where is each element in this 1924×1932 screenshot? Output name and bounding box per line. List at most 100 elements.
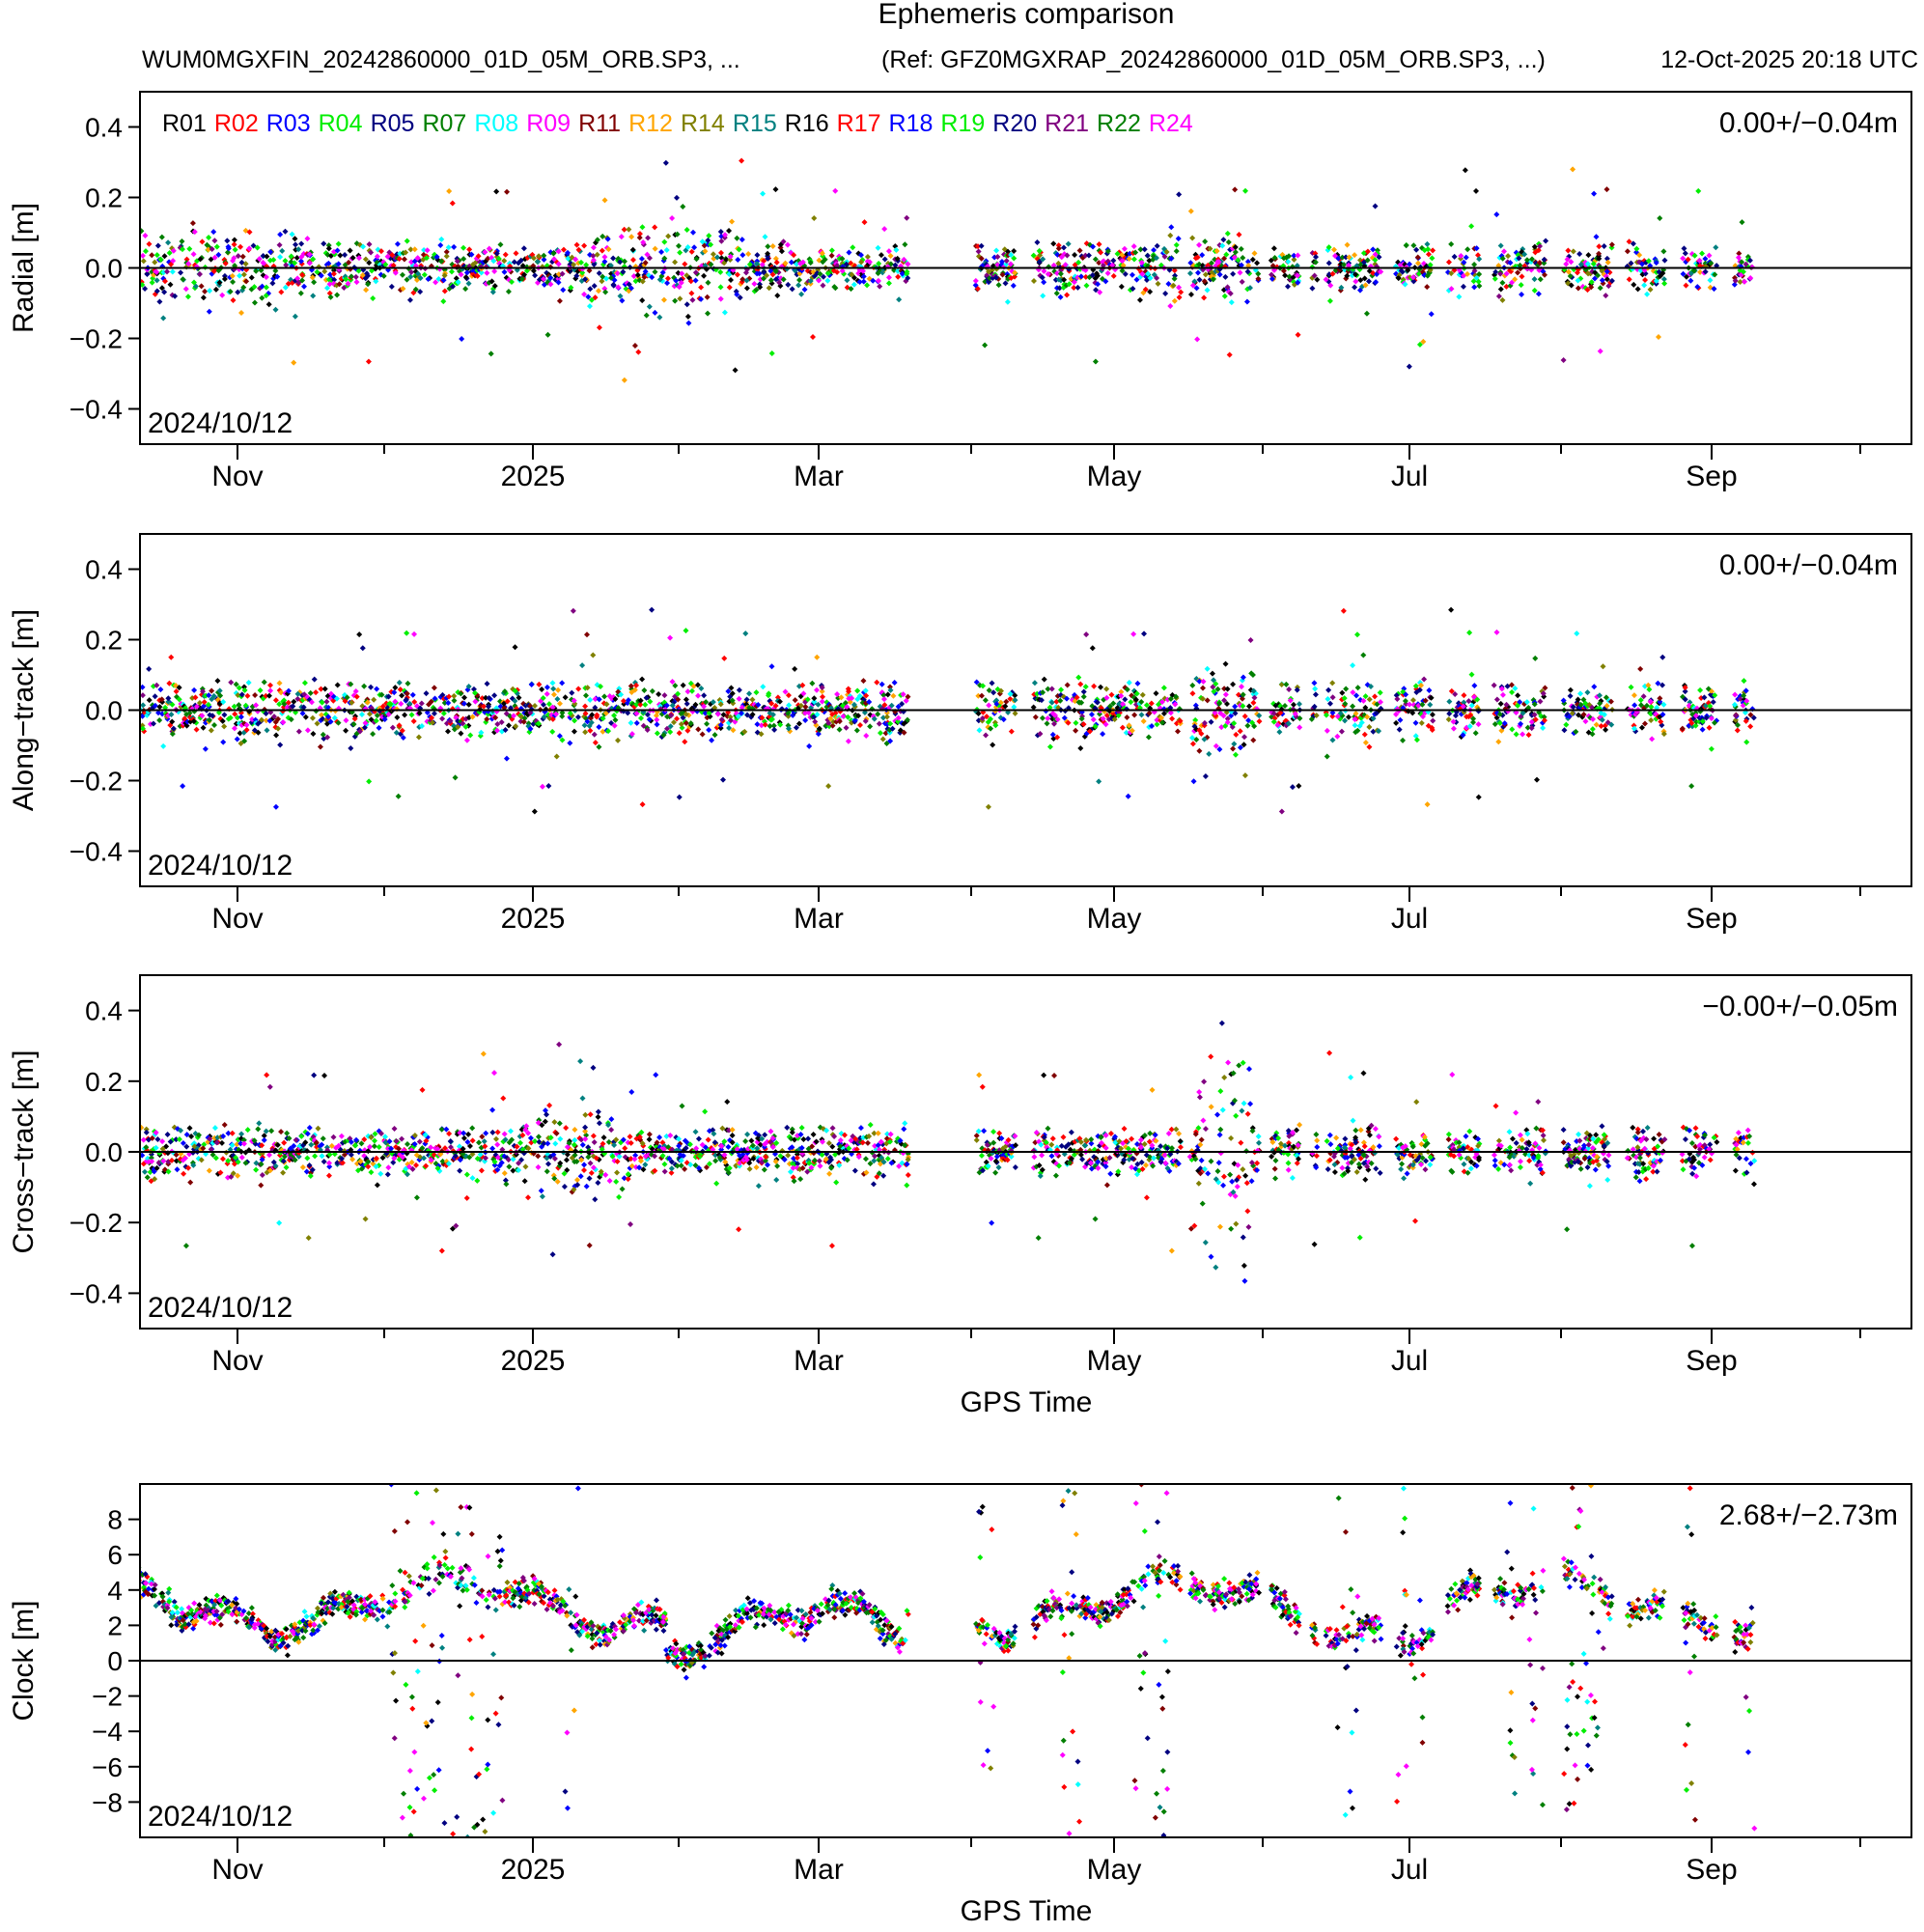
data-point (1360, 697, 1367, 704)
data-point (1237, 728, 1243, 735)
data-point (516, 1160, 522, 1166)
data-point (642, 260, 649, 266)
data-point (1153, 255, 1159, 262)
data-point (1251, 694, 1258, 701)
data-point (144, 271, 151, 278)
data-point (1249, 256, 1256, 263)
legend-entry: R24 (1149, 110, 1193, 137)
data-point (492, 1135, 499, 1142)
data-point (149, 279, 155, 286)
data-point (644, 251, 651, 258)
data-point (1323, 712, 1329, 718)
data-point (1073, 727, 1079, 734)
data-point (168, 712, 175, 718)
data-point (1040, 256, 1046, 263)
data-point (263, 710, 269, 716)
data-point (742, 630, 749, 637)
data-point (551, 1156, 558, 1162)
data-point (273, 732, 280, 739)
data-point (527, 725, 534, 732)
data-point (167, 281, 174, 288)
data-point (1241, 742, 1247, 748)
data-point (237, 714, 244, 720)
data-point (978, 255, 985, 262)
data-point (1712, 271, 1718, 278)
data-point (798, 291, 805, 297)
data-point (801, 286, 808, 293)
data-point (319, 1141, 325, 1148)
data-point (994, 262, 1001, 268)
data-point (596, 696, 602, 703)
data-point (1708, 714, 1715, 721)
data-point (643, 312, 650, 319)
data-point (1456, 294, 1463, 300)
data-point (1189, 282, 1196, 289)
data-point (1541, 260, 1548, 266)
data-point (982, 342, 989, 349)
data-point (1660, 701, 1667, 708)
data-point (408, 712, 415, 718)
data-point (1235, 257, 1241, 264)
data-point (196, 271, 203, 278)
data-point (488, 254, 495, 261)
data-point (1250, 737, 1257, 743)
data-point (1362, 704, 1369, 711)
data-point (1171, 275, 1178, 282)
data-point (883, 741, 890, 747)
data-point (1008, 252, 1015, 259)
data-point (1465, 698, 1472, 705)
data-point (1532, 716, 1539, 723)
data-point (1088, 711, 1095, 717)
data-point (541, 1140, 547, 1147)
data-point (434, 1146, 441, 1153)
data-point (371, 1143, 377, 1150)
data-point (229, 1142, 236, 1149)
data-point (276, 701, 283, 708)
data-point (157, 686, 164, 693)
data-point (759, 714, 766, 721)
data-point (255, 1126, 262, 1133)
data-point (857, 252, 864, 259)
data-point (473, 259, 480, 266)
data-point (416, 1138, 423, 1145)
date-label: 2024/10/12 (148, 407, 293, 439)
data-point (291, 359, 297, 366)
data-point (846, 249, 852, 256)
data-point (605, 246, 612, 253)
data-point (263, 1128, 269, 1134)
data-point (468, 251, 475, 258)
data-point (1409, 274, 1416, 281)
data-point (444, 728, 451, 735)
data-point (463, 1194, 470, 1201)
data-point (1403, 242, 1409, 249)
data-point (549, 704, 556, 711)
data-point (736, 246, 742, 253)
data-point (368, 249, 375, 256)
data-point (310, 256, 317, 263)
data-point (1151, 246, 1157, 253)
data-point (261, 1136, 267, 1143)
data-point (490, 1070, 497, 1077)
data-point (1657, 214, 1663, 221)
data-point (1034, 238, 1041, 245)
data-point (1701, 694, 1708, 701)
data-point (1082, 684, 1089, 690)
data-point (1254, 260, 1261, 266)
data-point (1324, 727, 1330, 734)
data-point (625, 710, 631, 716)
data-point (326, 1163, 333, 1170)
data-point (242, 1160, 249, 1166)
data-point (1158, 699, 1165, 706)
data-point (449, 200, 456, 207)
data-point (596, 324, 602, 331)
data-point (240, 271, 247, 278)
data-point (901, 729, 907, 736)
data-point (1461, 259, 1467, 266)
data-point (438, 236, 445, 242)
data-point (421, 246, 428, 253)
data-point (644, 712, 651, 718)
y-tick-label: 0.4 (85, 113, 123, 143)
legend-entry: R09 (526, 110, 571, 137)
data-point (228, 1173, 235, 1180)
data-point (197, 256, 204, 263)
